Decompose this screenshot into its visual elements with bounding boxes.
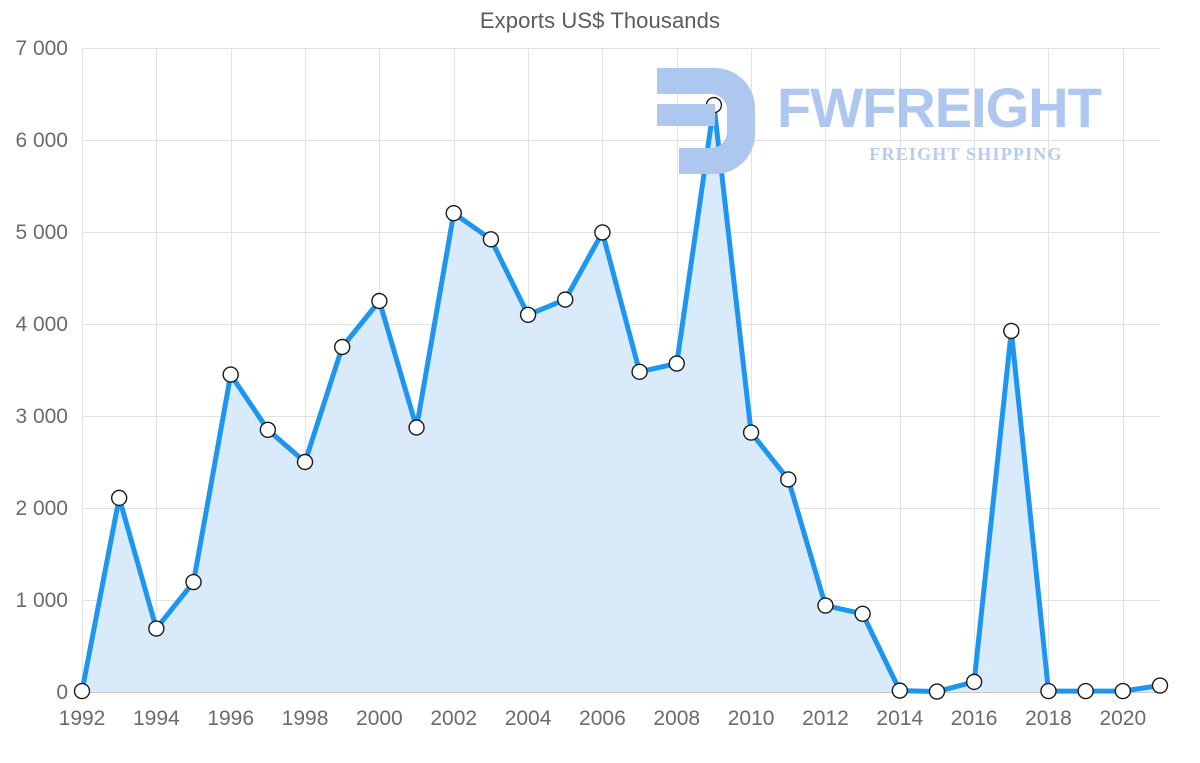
data-point-marker <box>705 96 723 114</box>
x-axis-tick-label: 2008 <box>653 707 700 730</box>
data-point-marker <box>1077 682 1094 700</box>
y-axis-tick-label: 6 000 <box>15 129 68 152</box>
x-axis-tick-label: 1992 <box>59 707 106 730</box>
series-line-0 <box>79 102 1163 695</box>
x-axis-tick-label: 2002 <box>430 707 477 730</box>
data-point-marker <box>854 605 871 622</box>
chart-title: Exports US$ Thousands <box>479 8 721 33</box>
x-axis-tick-label: 2014 <box>876 707 923 730</box>
data-point-marker <box>817 597 834 614</box>
y-axis-tick-label: 0 <box>56 681 68 704</box>
x-axis-tick-labels: 1992 1994 1996 1998 2000 2002 2004 2006 2008 2010… <box>59 707 1147 730</box>
data-point-marker <box>891 682 908 699</box>
x-axis-tick-label: 2010 <box>728 707 775 730</box>
y-axis-tick-label: 1 000 <box>15 589 68 612</box>
data-point-marker <box>482 231 500 248</box>
y-axis-tick-label: 7 000 <box>15 37 68 60</box>
series-line-group <box>79 102 1163 695</box>
data-point-marker <box>185 573 202 591</box>
data-point-marker <box>965 673 983 691</box>
data-point-marker <box>1114 682 1132 700</box>
x-axis-tick-label: 1996 <box>207 707 254 730</box>
y-axis-tick-labels: 0 1 000 2 000 3 000 4 000 5 000 6 000 7 000 <box>15 37 68 704</box>
data-point-marker <box>1151 677 1169 694</box>
data-point-marker <box>259 421 277 438</box>
data-point-marker <box>519 306 537 323</box>
x-axis-tick-label: 2016 <box>951 707 998 730</box>
y-axis-tick-label: 3 000 <box>15 405 68 428</box>
data-point-marker <box>780 471 797 488</box>
data-point-marker <box>222 366 239 383</box>
x-axis-tick-label: 2020 <box>1099 707 1146 730</box>
data-point-marker <box>408 419 425 436</box>
data-point-marker <box>148 620 165 637</box>
data-point-marker <box>928 683 946 700</box>
data-point-marker <box>742 424 760 441</box>
data-point-marker <box>334 338 351 356</box>
data-point-marker <box>557 291 574 308</box>
data-point-marker <box>1003 322 1020 340</box>
x-axis-tick-label: 1994 <box>133 707 180 730</box>
x-axis-tick-label: 2006 <box>579 707 626 730</box>
data-point-marker <box>1040 682 1057 700</box>
data-point-marker <box>371 292 388 310</box>
series-area-group <box>82 105 1160 693</box>
x-axis-tick-label: 1998 <box>282 707 329 730</box>
y-axis-tick-label: 2 000 <box>15 497 68 520</box>
x-axis-tick-label: 2012 <box>802 707 849 730</box>
series-area-0 <box>82 105 1160 693</box>
data-point-marker <box>631 363 648 381</box>
series-marker-group <box>73 96 1169 700</box>
data-point-marker <box>73 682 91 700</box>
data-point-marker <box>594 224 611 241</box>
x-axis-tick-label: 2000 <box>356 707 403 730</box>
data-point-marker <box>110 489 128 507</box>
x-axis-tick-label: 2004 <box>505 707 552 730</box>
data-point-marker <box>668 355 685 372</box>
data-point-marker <box>445 204 462 222</box>
x-axis-tick-label: 2018 <box>1025 707 1072 730</box>
y-axis-tick-label: 5 000 <box>15 221 68 244</box>
data-point-marker <box>296 453 314 471</box>
y-axis-tick-label: 4 000 <box>15 313 68 336</box>
